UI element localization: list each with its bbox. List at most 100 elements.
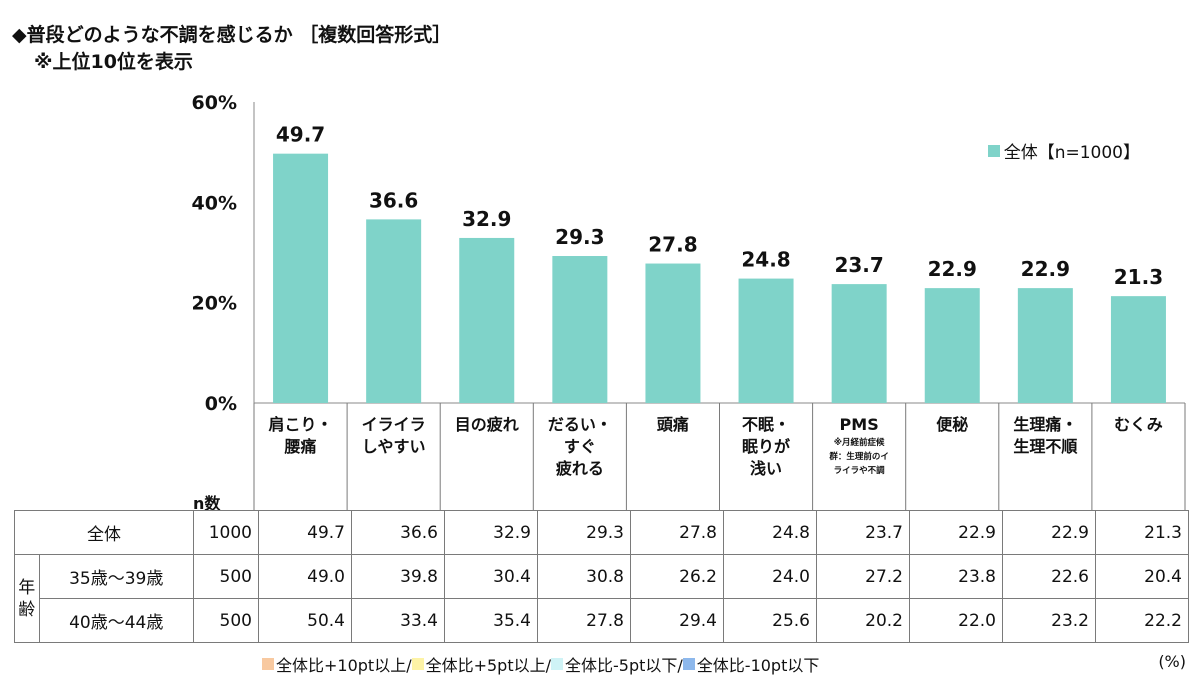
n-value: 1000 — [193, 510, 259, 555]
table-cell: 33.4 — [351, 598, 445, 643]
bar — [924, 288, 980, 403]
table-row: 年齢 35歳～39歳 500 49.0 39.8 30.4 30.8 26.2 24.0 27.2… — [14, 554, 1189, 643]
table-cell: 20.2 — [816, 598, 910, 643]
table-cell: 35.4 — [444, 598, 538, 643]
y-tick-label: 0% — [205, 393, 237, 415]
bar — [831, 284, 887, 403]
n-value: 500 — [193, 554, 259, 599]
table-row: 40歳～44歳 500 50.4 33.4 35.4 27.8 29.4 25.6 20.2 22… — [15, 598, 1189, 643]
category-label: 生理痛・ 生理不順 — [1000, 414, 1091, 458]
table-cell: 32.9 — [444, 510, 538, 555]
footnote-swatch — [262, 658, 274, 670]
legend-swatch — [987, 144, 1000, 157]
table-cell: 30.4 — [444, 554, 538, 599]
category-label-line: 不眠・ — [742, 415, 791, 434]
table-cell: 22.6 — [1002, 554, 1096, 599]
table-cell: 20.4 — [1095, 554, 1189, 599]
bar — [459, 237, 515, 403]
chart-legend: 全体【n=1000】 — [987, 138, 1140, 163]
table-cell: 39.8 — [351, 554, 445, 599]
table-cell: 22.2 — [1095, 598, 1189, 643]
bar — [552, 256, 608, 403]
footnote-label: 全体比+10pt以上/ — [276, 656, 412, 675]
footnote-label: 全体比+5pt以上/ — [425, 656, 552, 675]
data-label: 23.7 — [834, 253, 883, 277]
category-label: 便秘 — [907, 414, 998, 436]
category-label-line: 目の疲れ — [454, 415, 519, 434]
table-cell: 27.2 — [816, 554, 910, 599]
category-label: 肩こり・ 腰痛 — [255, 414, 346, 458]
category-label-line: 浅い — [750, 459, 783, 478]
category-label: PMS ※月経前症候 群：生理前のイ ライラや不調 — [814, 414, 905, 478]
category-label: イライラ しやすい — [348, 414, 439, 458]
data-label: 29.3 — [555, 225, 604, 249]
data-label: 36.6 — [369, 188, 418, 212]
legend-label: 全体【n=1000】 — [1003, 143, 1140, 163]
table-cell: 27.8 — [630, 510, 724, 555]
category-label-line: 生理不順 — [1013, 437, 1078, 456]
bar — [1110, 296, 1166, 403]
category-label: 不眠・ 眠りが 浅い — [721, 414, 812, 480]
n-value: 500 — [193, 598, 259, 643]
table-cell: 25.6 — [723, 598, 817, 643]
group-label-char: 齢 — [18, 599, 36, 620]
table-cell: 36.6 — [351, 510, 445, 555]
footnote-swatch — [682, 658, 695, 670]
table-cell: 26.2 — [630, 554, 724, 599]
category-label-line: 便秘 — [936, 415, 969, 434]
data-label: 24.8 — [741, 248, 790, 272]
footnote-label: 全体比-5pt以下/ — [565, 656, 683, 675]
table-cell: 23.7 — [816, 510, 910, 555]
data-label: 27.8 — [648, 233, 697, 257]
table-cell: 22.9 — [1002, 510, 1096, 555]
category-label: だるい・ すぐ 疲れる — [534, 414, 625, 480]
bar — [1017, 288, 1073, 403]
group-label: 年齢 — [14, 554, 40, 643]
table-cell: 21.3 — [1095, 510, 1189, 555]
category-label-line: むくみ — [1114, 415, 1163, 434]
category-note: 群：生理前のイ — [829, 452, 889, 462]
category-label-line: 眠りが — [742, 437, 791, 456]
category-label-line: だるい・ — [547, 415, 612, 434]
table-cell: 24.8 — [723, 510, 817, 555]
table-cell: 22.9 — [909, 510, 1003, 555]
table-row: 全体 1000 49.7 36.6 32.9 29.3 27.8 24.8 23.7 22.9 22… — [14, 510, 1189, 555]
data-label: 32.9 — [462, 207, 511, 231]
table-cell: 29.3 — [537, 510, 631, 555]
data-label: 21.3 — [1114, 265, 1163, 289]
title-line-2: ※上位10位を表示 — [34, 51, 193, 73]
category-label-line: PMS — [839, 415, 879, 434]
bar — [738, 278, 794, 403]
bar — [273, 153, 329, 403]
category-label: 頭痛 — [627, 414, 718, 436]
data-table: 全体 1000 49.7 36.6 32.9 29.3 27.8 24.8 23.7 22.9 22… — [14, 510, 1189, 643]
title-line-1: ◆普段どのような不調を感じるか ［複数回答形式］ — [12, 24, 452, 46]
category-label-line: しやすい — [361, 437, 426, 456]
table-cell: 22.0 — [909, 598, 1003, 643]
category-note: ライラや不調 — [833, 466, 885, 476]
category-label-line: 疲れる — [555, 459, 604, 478]
category-label-line: 肩こり・ — [268, 415, 333, 434]
table-cell: 23.8 — [909, 554, 1003, 599]
footnote-swatch — [551, 658, 564, 670]
data-label: 49.7 — [276, 123, 325, 147]
table-cell: 49.0 — [258, 554, 352, 599]
chart-title: ◆普段どのような不調を感じるか ［複数回答形式］ ※上位10位を表示 — [12, 22, 451, 76]
category-label-line: イライラ — [361, 415, 426, 434]
category-label: むくみ — [1093, 414, 1184, 436]
row-label: 35歳～39歳 — [38, 554, 194, 599]
y-tick-label: 40% — [192, 192, 237, 214]
category-note: ※月経前症候 — [833, 438, 885, 448]
table-cell: 27.8 — [537, 598, 631, 643]
bar — [366, 219, 422, 403]
group-label-char: 年 — [18, 577, 36, 598]
table-cell: 24.0 — [723, 554, 817, 599]
table-cell: 30.8 — [537, 554, 631, 599]
bar — [645, 263, 701, 403]
y-tick-label: 60% — [192, 92, 237, 114]
table-cell: 23.2 — [1002, 598, 1096, 643]
data-label: 22.9 — [928, 257, 977, 281]
unit-label: (%) — [1158, 652, 1186, 671]
row-label: 全体 — [14, 510, 194, 555]
table-cell: 49.7 — [258, 510, 352, 555]
